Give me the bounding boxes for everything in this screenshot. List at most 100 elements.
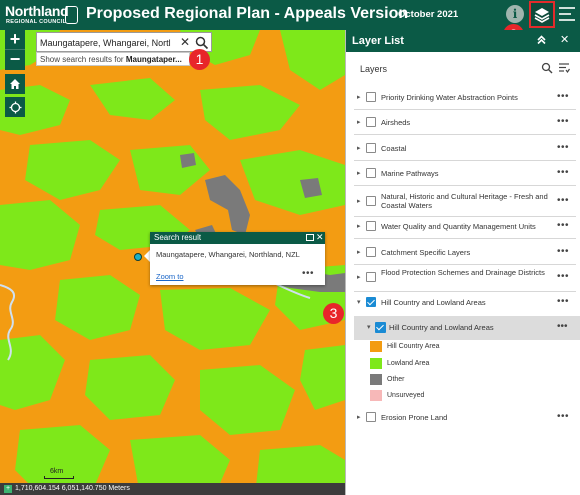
coordinate-readout: 1,710,604.154 6,051,140.750 Meters [15, 485, 130, 492]
layer-row[interactable]: ▸ Airsheds ••• [346, 114, 580, 130]
logo-line1: Northland [5, 3, 69, 19]
legend-label: Hill Country Area [387, 343, 440, 350]
layer-checkbox[interactable] [366, 92, 376, 102]
search-widget: ✕ [36, 32, 212, 52]
legend-swatch [370, 341, 382, 352]
layer-list-button[interactable] [529, 1, 555, 28]
app-title: Proposed Regional Plan - Appeals Version [86, 5, 409, 22]
layer-checkbox[interactable] [366, 412, 376, 422]
layer-more-icon[interactable]: ••• [557, 220, 570, 231]
layer-checkbox[interactable] [366, 143, 376, 153]
layer-more-icon[interactable]: ••• [557, 116, 570, 127]
layer-more-icon[interactable]: ••• [557, 411, 570, 422]
scale-label: 6km [50, 468, 64, 475]
crosshair-icon [9, 101, 21, 113]
callout-badge-3: 3 [323, 303, 344, 324]
home-button[interactable] [5, 74, 25, 94]
zoom-to-link[interactable]: Zoom to [156, 272, 184, 281]
legend-label: Lowland Area [387, 360, 430, 367]
legend-item: Unsurveyed [370, 390, 540, 402]
layer-row[interactable]: ▸ Natural, Historic and Cultural Heritag… [346, 190, 580, 214]
search-icon[interactable] [541, 62, 553, 74]
expand-caret-icon[interactable]: ▸ [357, 414, 361, 421]
close-icon[interactable]: ✕ [560, 34, 570, 46]
panel-title: Layer List [352, 35, 404, 47]
legend-item: Other [370, 374, 540, 386]
layer-checkbox[interactable] [366, 272, 376, 282]
suggestion-term: Maungataper... [125, 55, 182, 64]
layer-more-icon[interactable]: ••• [557, 296, 570, 307]
layer-more-icon[interactable]: ••• [557, 91, 570, 102]
expand-caret-icon[interactable]: ▸ [357, 94, 361, 101]
maximize-icon[interactable] [306, 234, 314, 241]
layers-heading: Layers [360, 64, 388, 74]
expand-caret-icon[interactable]: ▸ [357, 274, 361, 281]
scale-bar [44, 476, 74, 479]
layer-checkbox[interactable] [366, 117, 376, 127]
search-result-popup: Search result ✕ Maungatapere, Whangarei,… [150, 232, 325, 285]
location-marker[interactable] [134, 253, 142, 261]
layer-row[interactable]: ▸ Erosion Prone Land ••• [346, 409, 580, 425]
zoom-out-button[interactable]: − [9, 49, 21, 69]
layer-row[interactable]: ▸ Coastal ••• [346, 140, 580, 156]
council-logo: Northland REGIONAL COUNCIL [5, 2, 78, 28]
layer-row[interactable]: ▸ Water Quality and Quantity Management … [346, 218, 580, 234]
expand-caret-icon[interactable]: ▸ [357, 119, 361, 126]
layer-more-icon[interactable]: ••• [557, 195, 570, 206]
search-input[interactable] [40, 35, 178, 51]
logo-mark-icon [65, 6, 78, 24]
layers-icon [534, 7, 550, 23]
coordinate-plus-icon[interactable]: + [4, 485, 12, 493]
layer-row[interactable]: ▸ Priority Drinking Water Abstraction Po… [346, 89, 580, 105]
layer-row[interactable]: ▸ Catchment Specific Layers ••• [346, 244, 580, 260]
clear-search-icon[interactable]: ✕ [180, 35, 191, 49]
panel-header: Layer List ✕ [346, 30, 580, 52]
legend-item: Lowland Area [370, 358, 540, 370]
close-icon[interactable]: ✕ [316, 232, 324, 242]
sublayer-checkbox-checked[interactable] [375, 322, 386, 333]
expand-caret-icon[interactable]: ▸ [357, 223, 361, 230]
layer-more-icon[interactable]: ••• [557, 246, 570, 257]
expand-caret-icon[interactable]: ▸ [357, 198, 361, 205]
layer-row[interactable]: ▸ Flood Protection Schemes and Drainage … [346, 266, 580, 290]
app-header: Northland REGIONAL COUNCIL Proposed Regi… [0, 0, 580, 30]
expand-caret-icon[interactable]: ▸ [357, 249, 361, 256]
legend-item: Hill Country Area [370, 341, 540, 353]
popup-more-icon[interactable]: ••• [302, 268, 315, 279]
layer-label: Marine Pathways [381, 169, 439, 178]
collapse-caret-icon[interactable]: ▾ [367, 324, 371, 331]
search-suggestion[interactable]: Show search results for Maungataper... [36, 52, 190, 66]
popup-header: Search result ✕ [150, 232, 325, 244]
sublayer-more-icon[interactable]: ••• [557, 321, 568, 332]
zoom-in-button[interactable]: + [5, 30, 25, 50]
layer-checkbox[interactable] [366, 168, 376, 178]
home-icon [10, 79, 20, 89]
layer-row[interactable]: ▸ Marine Pathways ••• [346, 165, 580, 181]
collapse-caret-icon[interactable]: ▾ [357, 299, 361, 306]
layer-more-icon[interactable]: ••• [557, 271, 570, 282]
layer-checkbox[interactable] [366, 221, 376, 231]
layers-toolbar: Layers [346, 52, 580, 84]
layer-checkbox-checked[interactable] [366, 297, 376, 307]
layer-more-icon[interactable]: ••• [557, 167, 570, 178]
layer-label: Coastal [381, 144, 407, 153]
layer-row-expanded[interactable]: ▾ Hill Country and Lowland Areas ••• [346, 294, 580, 310]
search-icon[interactable] [195, 36, 209, 50]
layer-more-icon[interactable]: ••• [557, 142, 570, 153]
filter-icon[interactable] [558, 62, 570, 74]
menu-icon[interactable] [559, 7, 575, 23]
sublayer-label: Hill Country and Lowland Areas [389, 323, 494, 332]
layer-checkbox[interactable] [366, 196, 376, 206]
layer-checkbox[interactable] [366, 247, 376, 257]
layer-label: Water Quality and Quantity Management Un… [381, 222, 536, 231]
info-icon[interactable]: i [506, 5, 524, 23]
expand-caret-icon[interactable]: ▸ [357, 145, 361, 152]
layer-label: Priority Drinking Water Abstraction Poin… [381, 93, 518, 102]
legend-label: Unsurveyed [387, 392, 425, 399]
expand-caret-icon[interactable]: ▸ [357, 170, 361, 177]
sublayer-row[interactable]: ▾ Hill Country and Lowland Areas ••• [354, 316, 580, 340]
locate-button[interactable] [5, 97, 25, 117]
collapse-icon[interactable] [536, 34, 547, 48]
layer-label: Hill Country and Lowland Areas [381, 298, 486, 307]
legend-swatch [370, 390, 382, 401]
